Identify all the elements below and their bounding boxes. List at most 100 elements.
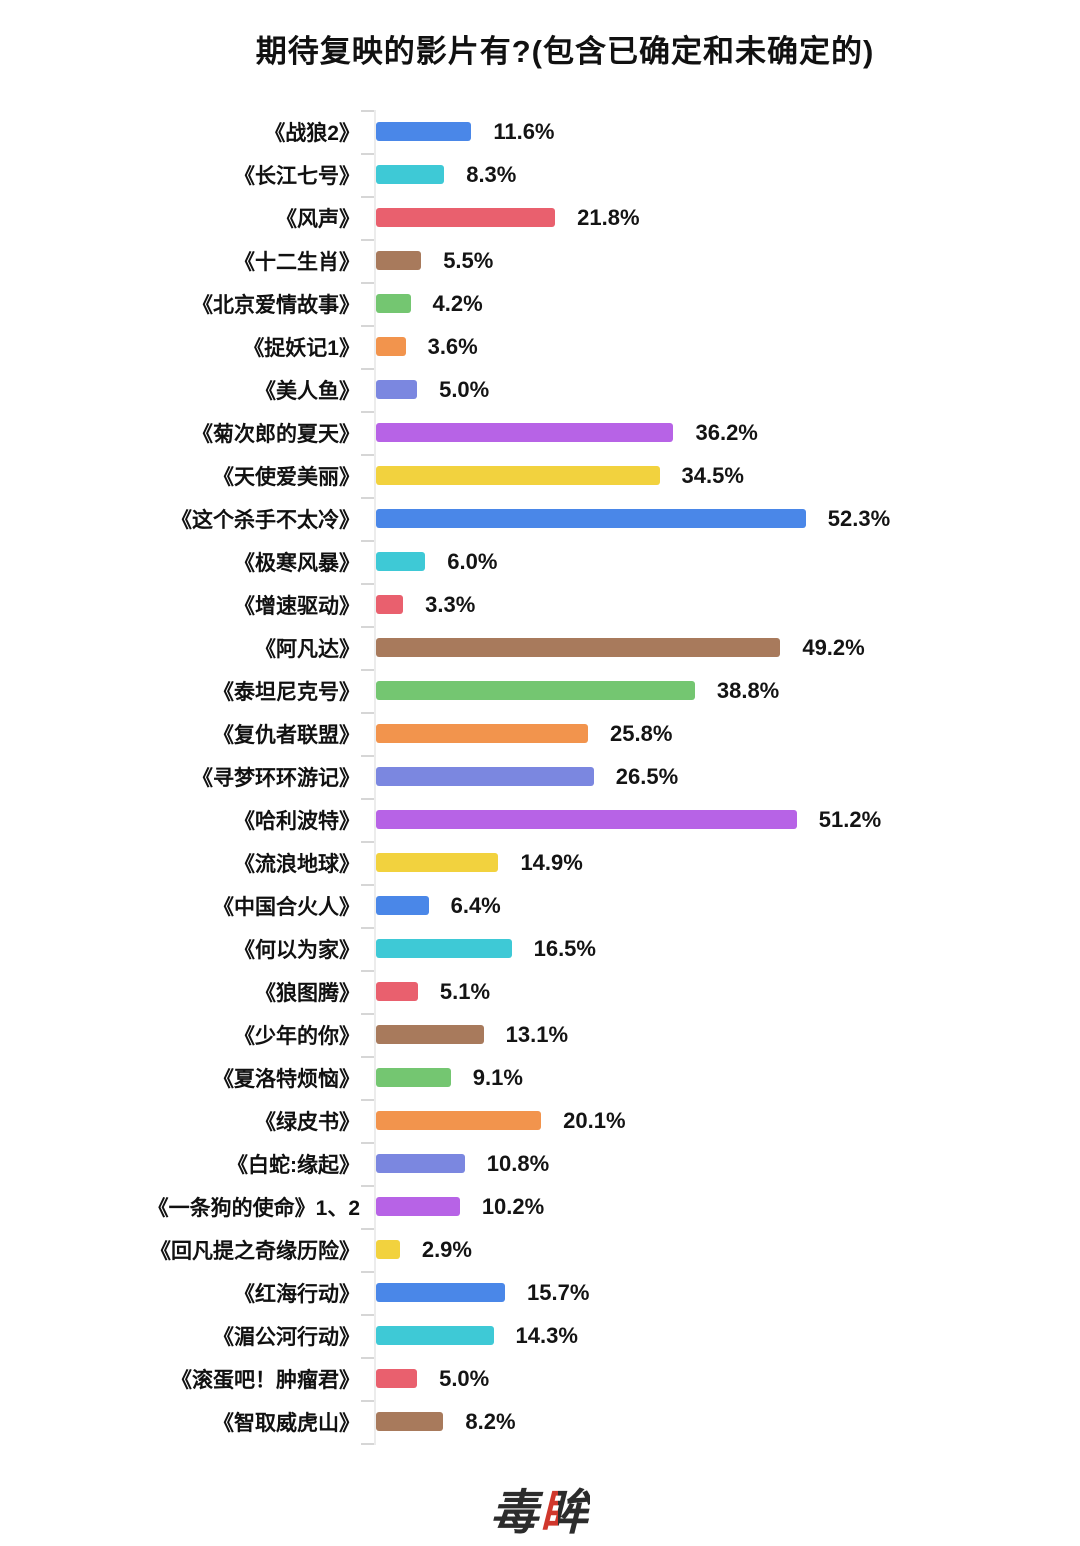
bar xyxy=(376,767,594,786)
chart-row: 《长江七号》 8.3% xyxy=(0,153,1080,196)
bar-zone: 14.3% xyxy=(376,1323,578,1349)
bar-zone: 16.5% xyxy=(376,936,596,962)
value-label: 5.0% xyxy=(439,376,490,402)
value-label: 15.7% xyxy=(527,1279,590,1305)
chart-row: 《美人鱼》 5.0% xyxy=(0,368,1080,411)
value-label: 49.2% xyxy=(802,634,865,660)
axis-tick xyxy=(361,798,374,800)
category-label: 《湄公河行动》 xyxy=(213,1325,360,1349)
bar xyxy=(376,509,806,528)
chart-row: 《红海行动》 15.7% xyxy=(0,1271,1080,1314)
axis-tick xyxy=(361,1185,374,1187)
axis-tick xyxy=(361,626,374,628)
value-label: 11.6% xyxy=(493,118,555,144)
axis-tick xyxy=(361,669,374,671)
bar xyxy=(376,638,781,657)
chart-row: 《寻梦环环游记》 26.5% xyxy=(0,755,1080,798)
category-label: 《战狼2》 xyxy=(264,121,360,145)
value-label: 13.1% xyxy=(505,1021,569,1047)
category-label: 《风声》 xyxy=(276,207,360,231)
bar-zone: 2.9% xyxy=(376,1237,472,1263)
category-label: 《回凡提之奇缘历险》 xyxy=(150,1239,360,1263)
axis-tick xyxy=(361,153,374,155)
bar-zone: 4.2% xyxy=(376,291,483,317)
chart-row: 《战狼2》 11.6% xyxy=(0,110,1080,153)
bar xyxy=(376,1025,484,1044)
value-label: 52.3% xyxy=(827,505,891,531)
category-label: 《北京爱情故事》 xyxy=(192,293,360,317)
category-label: 《绿皮书》 xyxy=(255,1110,360,1134)
axis-tick xyxy=(361,1099,374,1101)
axis-tick xyxy=(361,583,374,585)
axis-tick xyxy=(361,1357,374,1359)
category-label: 《流浪地球》 xyxy=(234,852,360,876)
bar xyxy=(376,1412,444,1431)
chart-row: 《极寒风暴》 6.0% xyxy=(0,540,1080,583)
bar-zone: 6.4% xyxy=(376,893,501,919)
category-label: 《中国合火人》 xyxy=(213,895,360,919)
axis-tick xyxy=(361,841,374,843)
value-label: 4.2% xyxy=(432,290,483,316)
value-label: 36.2% xyxy=(695,419,758,445)
axis-tick xyxy=(361,239,374,241)
axis-tick xyxy=(361,325,374,327)
value-label: 3.3% xyxy=(425,591,476,617)
category-label: 《复仇者联盟》 xyxy=(213,723,360,747)
value-label: 10.2% xyxy=(481,1193,545,1219)
bar-zone: 8.3% xyxy=(376,162,516,188)
chart-row: 《泰坦尼克号》 38.8% xyxy=(0,669,1080,712)
bar xyxy=(376,1154,465,1173)
axis-tick xyxy=(361,110,374,112)
category-label: 《天使爱美丽》 xyxy=(213,465,360,489)
axis-tick xyxy=(361,1142,374,1144)
bar xyxy=(376,423,674,442)
axis-tick xyxy=(361,1056,374,1058)
axis-tick xyxy=(361,1228,374,1230)
value-label: 38.8% xyxy=(716,677,780,703)
axis-tick xyxy=(361,540,374,542)
bar-zone: 52.3% xyxy=(376,506,890,532)
value-label: 34.5% xyxy=(681,462,744,488)
axis-tick xyxy=(361,1271,374,1273)
value-label: 5.1% xyxy=(439,978,491,1004)
value-label: 3.6% xyxy=(427,333,478,359)
bar-zone: 10.2% xyxy=(376,1194,544,1220)
axis-tick xyxy=(361,196,374,198)
bar xyxy=(376,724,589,743)
axis-tick xyxy=(361,755,374,757)
bar-zone: 26.5% xyxy=(376,764,678,790)
chart-row: 《绿皮书》 20.1% xyxy=(0,1099,1080,1142)
bar-zone: 49.2% xyxy=(376,635,865,661)
category-label: 《十二生肖》 xyxy=(234,250,360,274)
axis-tick xyxy=(361,712,374,714)
category-label: 《滚蛋吧！肿瘤君》 xyxy=(171,1368,360,1392)
category-label: 《增速驱动》 xyxy=(234,594,360,618)
bar xyxy=(376,1111,542,1130)
bar xyxy=(376,1240,400,1259)
chart-row: 《天使爱美丽》 34.5% xyxy=(0,454,1080,497)
chart-row: 《狼图腾》 5.1% xyxy=(0,970,1080,1013)
category-label: 《捉妖记1》 xyxy=(243,336,360,360)
bar-zone: 5.1% xyxy=(376,979,490,1005)
bar-zone: 15.7% xyxy=(376,1280,589,1306)
value-label: 21.8% xyxy=(577,204,640,230)
chart-row: 《何以为家》 16.5% xyxy=(0,927,1080,970)
bar-zone: 21.8% xyxy=(376,205,640,231)
chart-row: 《回凡提之奇缘历险》 2.9% xyxy=(0,1228,1080,1271)
category-label: 《一条狗的使命》1、2 xyxy=(147,1196,360,1220)
axis-tick xyxy=(361,884,374,886)
value-label: 2.9% xyxy=(421,1236,472,1262)
value-label: 20.1% xyxy=(563,1107,626,1133)
value-label: 14.3% xyxy=(515,1322,578,1348)
value-label: 25.8% xyxy=(610,720,673,746)
bar-zone: 51.2% xyxy=(376,807,881,833)
value-label: 6.0% xyxy=(447,548,498,574)
bar-chart: 《战狼2》 11.6% 《长江七号》 8.3% 《风声》 21.8% 《十二生肖》 5.5% 《… xyxy=(0,110,1080,1445)
category-label: 《寻梦环环游记》 xyxy=(192,766,360,790)
bar-zone: 8.2% xyxy=(376,1409,516,1435)
bar-zone: 25.8% xyxy=(376,721,672,747)
bar xyxy=(376,1283,506,1302)
chart-row: 《捉妖记1》 3.6% xyxy=(0,325,1080,368)
category-label: 《阿凡达》 xyxy=(255,637,360,661)
bar xyxy=(376,208,556,227)
